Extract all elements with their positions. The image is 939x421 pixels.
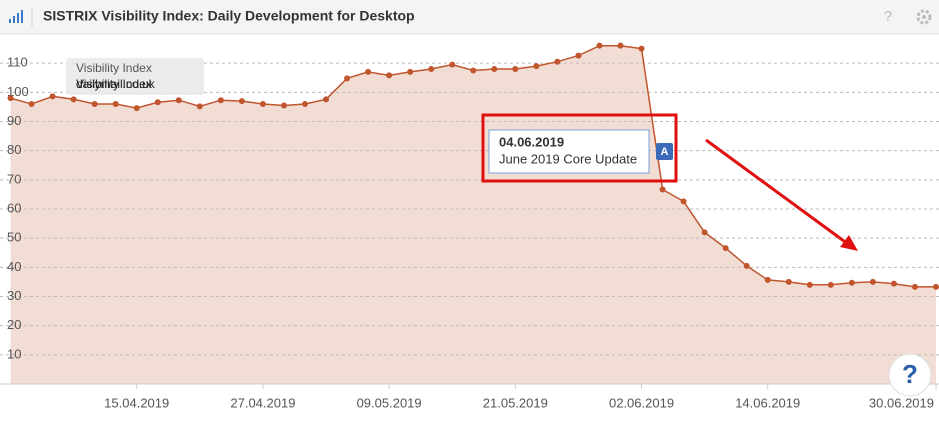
point bbox=[933, 283, 939, 290]
help-icon[interactable]: ? bbox=[884, 8, 892, 25]
x-tick-label: 14.06.2019 bbox=[735, 395, 800, 410]
point bbox=[301, 101, 308, 107]
point bbox=[827, 281, 834, 288]
point bbox=[554, 58, 561, 65]
point bbox=[449, 61, 456, 68]
point bbox=[764, 276, 771, 283]
point bbox=[344, 75, 351, 82]
point bbox=[806, 281, 813, 288]
x-tick-label: 09.05.2019 bbox=[357, 395, 422, 410]
y-tick-label: 40 bbox=[7, 259, 21, 274]
legend-label: Visibility Index bbox=[76, 61, 152, 75]
point bbox=[280, 102, 287, 109]
point bbox=[428, 66, 435, 72]
point bbox=[365, 68, 372, 75]
point bbox=[638, 45, 645, 52]
settings-icon[interactable] bbox=[916, 9, 932, 25]
legend-box bbox=[66, 58, 204, 95]
point bbox=[701, 229, 708, 236]
point bbox=[890, 280, 897, 287]
point bbox=[512, 66, 519, 72]
x-tick-label: 02.06.2019 bbox=[609, 395, 674, 410]
help-button[interactable] bbox=[888, 353, 932, 397]
point bbox=[407, 68, 414, 75]
y-tick-label: 10 bbox=[7, 346, 21, 361]
point bbox=[848, 279, 855, 286]
point bbox=[491, 66, 498, 72]
point bbox=[680, 198, 687, 205]
highlight-box bbox=[481, 113, 678, 183]
y-tick-label: 110 bbox=[7, 55, 28, 70]
point bbox=[28, 101, 35, 107]
x-tick-label: 27.04.2019 bbox=[230, 395, 295, 410]
point bbox=[49, 93, 56, 100]
legend-domain: dailymail.co.uk bbox=[76, 77, 156, 91]
point bbox=[533, 63, 540, 70]
point bbox=[911, 283, 918, 290]
y-tick-label: 20 bbox=[7, 317, 21, 332]
point bbox=[175, 97, 182, 104]
point bbox=[217, 97, 224, 104]
annotation-marker-label[interactable]: A bbox=[661, 146, 669, 158]
point bbox=[785, 278, 792, 285]
point bbox=[112, 101, 119, 107]
point bbox=[617, 42, 624, 49]
annotation-marker[interactable] bbox=[656, 143, 673, 160]
point bbox=[323, 96, 330, 103]
point bbox=[259, 101, 266, 107]
chart-title: SISTRIX Visibility Index: Daily Developm… bbox=[43, 8, 415, 24]
x-tick-label: 15.04.2019 bbox=[104, 395, 169, 410]
point bbox=[470, 67, 477, 74]
y-tick-label: 90 bbox=[7, 113, 21, 128]
point bbox=[91, 101, 98, 107]
annotation-box bbox=[488, 129, 650, 174]
arrow-head bbox=[840, 235, 858, 251]
header bbox=[0, 0, 939, 34]
x-tick-label: 30.06.2019 bbox=[869, 395, 934, 410]
signal-icon bbox=[9, 10, 23, 23]
annotation-date: 04.06.2019 bbox=[499, 134, 564, 149]
point bbox=[869, 278, 876, 285]
point bbox=[7, 95, 14, 102]
point bbox=[659, 186, 666, 193]
y-tick-label: 80 bbox=[7, 142, 21, 157]
point bbox=[575, 52, 582, 59]
y-tick-label: 30 bbox=[7, 288, 21, 303]
point bbox=[596, 42, 603, 49]
area bbox=[10, 45, 936, 384]
y-tick-label: 70 bbox=[7, 171, 21, 186]
point bbox=[743, 262, 750, 269]
point bbox=[154, 99, 161, 106]
point bbox=[386, 72, 393, 79]
y-tick-label: 60 bbox=[7, 200, 21, 215]
annotation-text: June 2019 Core Update bbox=[499, 151, 637, 166]
help-button-label[interactable]: ? bbox=[902, 359, 918, 389]
point bbox=[238, 98, 245, 105]
legend-domain: Visibility Index bbox=[76, 77, 152, 91]
point bbox=[722, 245, 729, 252]
x-tick-label: 21.05.2019 bbox=[483, 395, 548, 410]
arrow-line bbox=[705, 138, 849, 246]
point bbox=[196, 103, 203, 110]
point bbox=[133, 105, 140, 112]
point bbox=[70, 96, 77, 103]
y-tick-label: 100 bbox=[7, 84, 29, 99]
y-tick-label: 50 bbox=[7, 230, 21, 245]
